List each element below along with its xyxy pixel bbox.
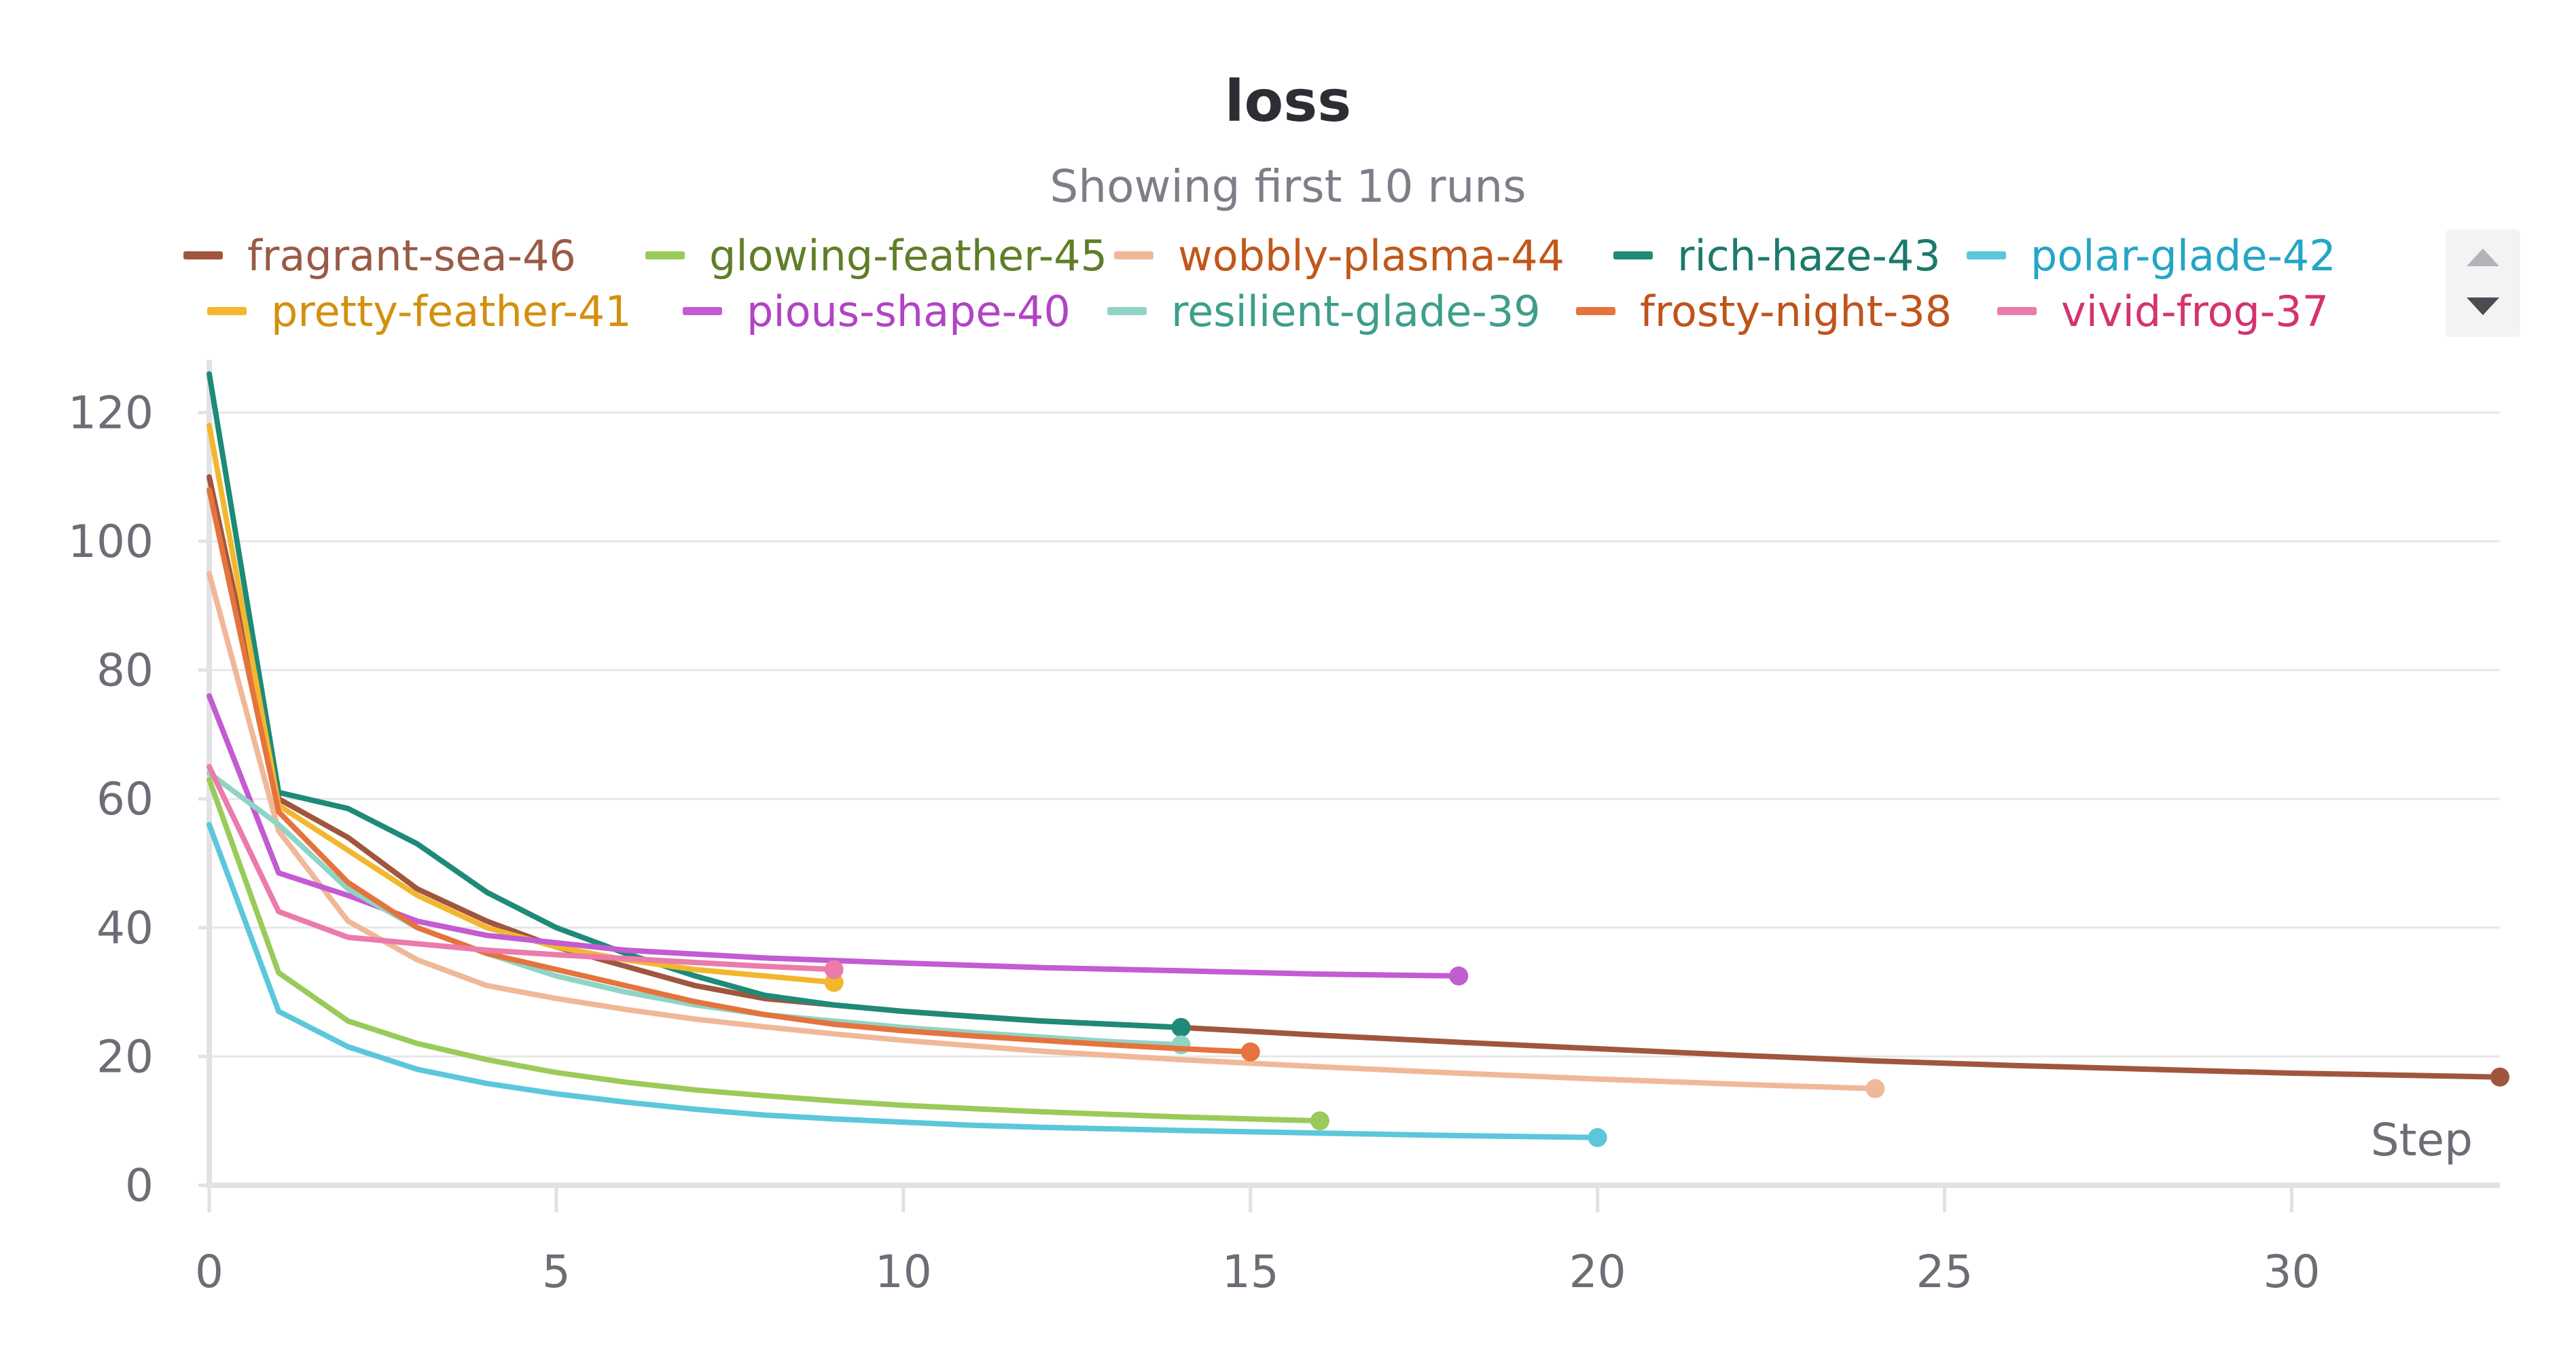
legend-scroll-control [2446, 230, 2520, 337]
chart-subtitle: Showing first 10 runs [1050, 160, 1526, 213]
series-end-point [1588, 1128, 1607, 1147]
x-tick-label: 10 [875, 1246, 932, 1298]
legend-scroll-down-icon[interactable] [2467, 297, 2499, 315]
series-end-point [1865, 1079, 1885, 1098]
legend-swatch [207, 307, 247, 315]
series-line [207, 693, 1462, 979]
legend-label: pious-shape-40 [747, 286, 1071, 336]
y-tick-label: 100 [68, 516, 154, 568]
legend-label: rich-haze-43 [1677, 230, 1941, 281]
legend-swatch [645, 251, 685, 259]
legend-label: glowing-feather-45 [709, 230, 1107, 281]
legend-item[interactable]: vivid-frog-37 [1997, 284, 2329, 338]
legend-swatch [1576, 307, 1615, 315]
x-tick-label: 20 [1569, 1246, 1626, 1298]
legend-item[interactable]: pious-shape-40 [683, 284, 1071, 338]
series-line [207, 770, 1184, 1048]
x-axis-title: Step [2371, 1114, 2473, 1166]
legend-item[interactable]: wobbly-plasma-44 [1114, 228, 1564, 283]
y-tick-label: 0 [125, 1159, 154, 1212]
y-tick-label: 60 [96, 773, 154, 825]
legend-label: polar-glade-42 [2031, 230, 2336, 281]
x-tick-label: 0 [195, 1246, 223, 1298]
legend-label: frosty-night-38 [1640, 286, 1952, 336]
x-tick-label: 25 [1916, 1246, 1973, 1298]
series-line [207, 776, 1323, 1124]
legend-swatch [1114, 251, 1153, 259]
y-tick-label: 40 [96, 902, 154, 954]
series-end-point [1171, 1017, 1191, 1037]
series-end-point [1240, 1042, 1260, 1062]
series-line [207, 571, 1878, 1092]
series-end-point [1449, 966, 1469, 986]
series-line [207, 487, 1253, 1055]
legend-label: wobbly-plasma-44 [1178, 230, 1565, 281]
series-line [207, 822, 1600, 1140]
x-tick-label: 15 [1222, 1246, 1279, 1298]
series-line [207, 371, 1184, 1030]
legend-label: vivid-frog-37 [2061, 286, 2329, 336]
x-tick-label: 5 [542, 1246, 571, 1298]
legend-swatch [1107, 307, 1147, 315]
legend-label: fragrant-sea-46 [247, 230, 576, 281]
legend-item[interactable]: glowing-feather-45 [645, 228, 1107, 283]
x-tick-label: 30 [2263, 1246, 2320, 1298]
y-tick-label: 80 [96, 645, 154, 697]
legend-item[interactable]: fragrant-sea-46 [183, 228, 576, 283]
series-line [207, 422, 837, 986]
y-tick-label: 20 [96, 1030, 154, 1083]
chart-title: loss [1224, 68, 1352, 134]
legend-swatch [1967, 251, 2006, 259]
legend-label: pretty-feather-41 [271, 286, 632, 336]
legend-item[interactable]: frosty-night-38 [1576, 284, 1952, 338]
legend-swatch [683, 307, 722, 315]
legend-item[interactable]: rich-haze-43 [1613, 228, 1941, 283]
series-end-point [824, 960, 844, 979]
y-tick-label: 120 [68, 386, 154, 439]
legend-swatch [1997, 307, 2037, 315]
legend-item[interactable]: resilient-glade-39 [1107, 284, 1541, 338]
legend-swatch [1613, 251, 1653, 259]
legend-swatch [183, 251, 223, 259]
series-end-point [2490, 1067, 2509, 1087]
legend-scroll-up-icon[interactable] [2467, 249, 2499, 266]
legend-item[interactable]: polar-glade-42 [1967, 228, 2336, 283]
series-line [207, 763, 837, 973]
legend-item[interactable]: pretty-feather-41 [207, 284, 632, 338]
series-end-point [1310, 1111, 1329, 1131]
legend-label: resilient-glade-39 [1171, 286, 1541, 336]
series-line [207, 474, 2503, 1080]
